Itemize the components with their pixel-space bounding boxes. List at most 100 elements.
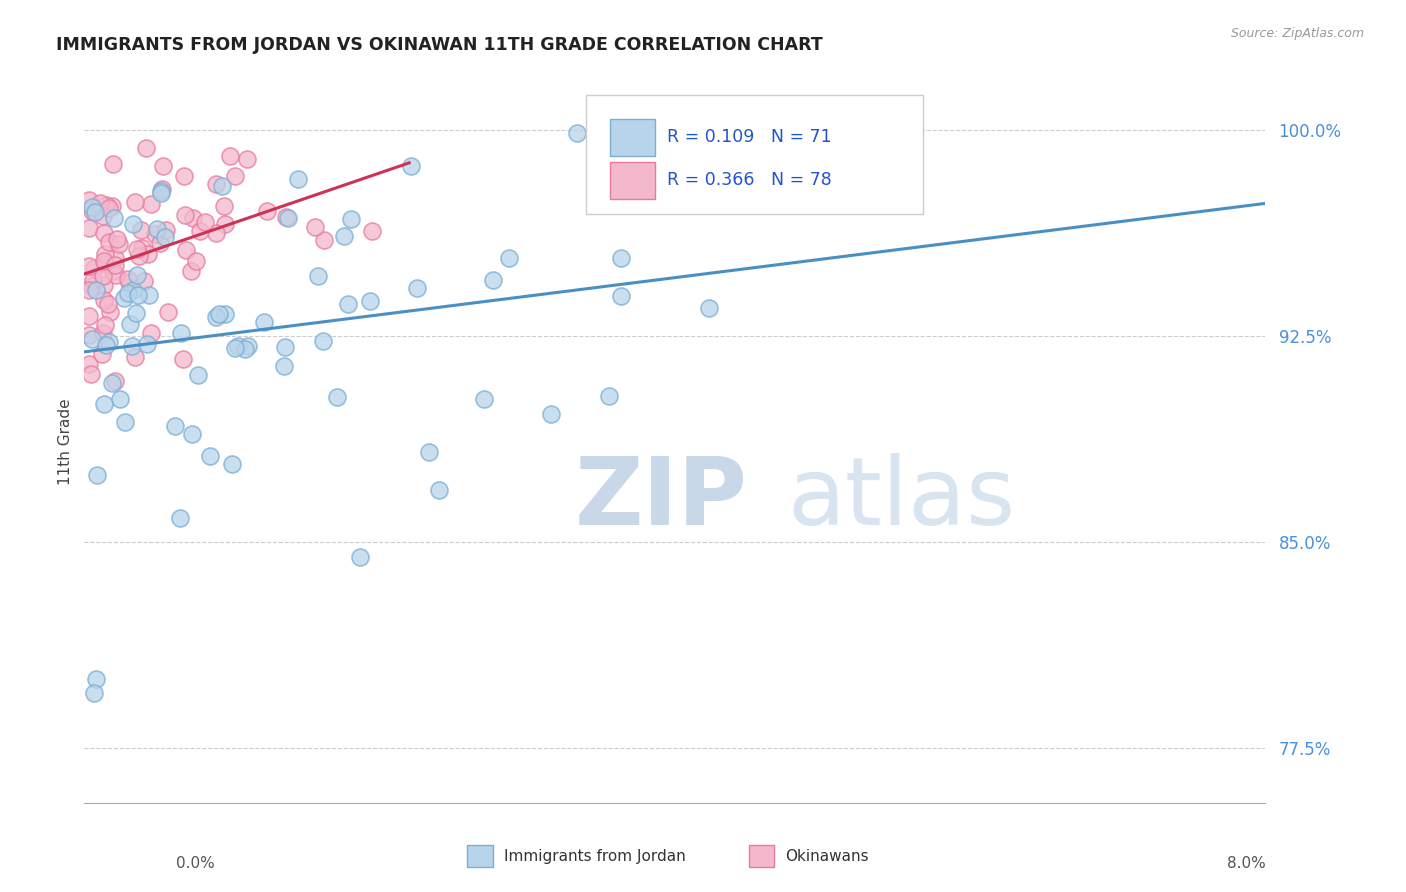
Point	[188, 224, 211, 238]
Text: 8.0%: 8.0%	[1226, 856, 1265, 871]
Point	[93, 278, 115, 293]
Point	[152, 160, 174, 174]
Point	[312, 334, 335, 349]
Point	[122, 217, 145, 231]
Point	[94, 247, 117, 261]
Point	[169, 511, 191, 525]
Point	[77, 259, 100, 273]
Point	[207, 307, 229, 321]
Point	[101, 157, 124, 171]
Point	[174, 243, 197, 257]
Point	[94, 318, 117, 333]
Point	[101, 376, 124, 391]
Point	[418, 445, 440, 459]
Point	[118, 275, 141, 289]
Point	[93, 326, 115, 340]
Point	[198, 450, 221, 464]
Point	[598, 389, 620, 403]
Text: R = 0.366   N = 78: R = 0.366 N = 78	[666, 171, 831, 189]
Point	[610, 252, 633, 266]
Point	[82, 204, 104, 219]
Text: Okinawans: Okinawans	[785, 849, 869, 863]
Point	[276, 210, 298, 224]
Point	[150, 184, 173, 198]
Point	[253, 315, 276, 329]
Point	[205, 178, 228, 192]
Point	[610, 289, 633, 303]
Point	[181, 426, 204, 441]
Point	[77, 284, 100, 298]
Point	[83, 686, 105, 700]
Point	[205, 226, 228, 240]
Point	[194, 214, 217, 228]
Point	[149, 236, 172, 251]
Point	[308, 269, 330, 284]
Point	[93, 396, 115, 410]
Point	[125, 268, 148, 282]
Point	[214, 307, 236, 321]
Point	[157, 304, 180, 318]
Point	[256, 204, 278, 219]
Point	[98, 335, 121, 350]
Point	[214, 217, 236, 231]
Point	[274, 340, 297, 354]
Point	[139, 326, 162, 340]
Point	[108, 236, 131, 251]
Point	[233, 342, 256, 356]
Point	[180, 263, 202, 277]
Point	[697, 301, 720, 315]
Point	[104, 252, 127, 266]
Point	[105, 232, 128, 246]
Point	[741, 109, 763, 123]
Point	[104, 258, 127, 272]
Point	[86, 468, 108, 483]
Point	[83, 260, 105, 275]
Point	[110, 392, 132, 407]
Point	[93, 293, 115, 307]
Point	[482, 273, 505, 287]
Point	[91, 209, 114, 223]
Point	[124, 194, 146, 209]
Point	[80, 367, 103, 381]
Point	[112, 291, 135, 305]
Point	[184, 253, 207, 268]
Point	[80, 332, 103, 346]
Point	[337, 296, 360, 310]
Point	[219, 149, 242, 163]
Point	[312, 233, 335, 247]
Point	[84, 672, 107, 686]
Point	[212, 198, 235, 212]
Point	[91, 347, 114, 361]
Text: atlas: atlas	[787, 453, 1015, 545]
Point	[93, 226, 115, 240]
Point	[117, 272, 139, 286]
Point	[89, 196, 111, 211]
Point	[181, 211, 204, 226]
Point	[221, 457, 243, 471]
Point	[77, 357, 100, 371]
Point	[143, 227, 166, 242]
Point	[77, 193, 100, 207]
Point	[98, 201, 121, 215]
Point	[82, 273, 104, 287]
Point	[349, 549, 371, 564]
Point	[226, 339, 249, 353]
Point	[150, 186, 173, 200]
Point	[91, 269, 114, 284]
Point	[173, 208, 195, 222]
Point	[104, 268, 127, 283]
Point	[127, 288, 149, 302]
Point	[125, 306, 148, 320]
Point	[77, 220, 100, 235]
Point	[205, 310, 228, 324]
Point	[124, 351, 146, 365]
Point	[170, 326, 193, 341]
Y-axis label: 11th Grade: 11th Grade	[58, 398, 73, 485]
Point	[304, 219, 326, 234]
Point	[277, 211, 299, 226]
Point	[84, 283, 107, 297]
Text: ZIP: ZIP	[575, 453, 748, 545]
FancyBboxPatch shape	[610, 119, 655, 156]
Point	[236, 339, 259, 353]
Point	[146, 222, 169, 236]
